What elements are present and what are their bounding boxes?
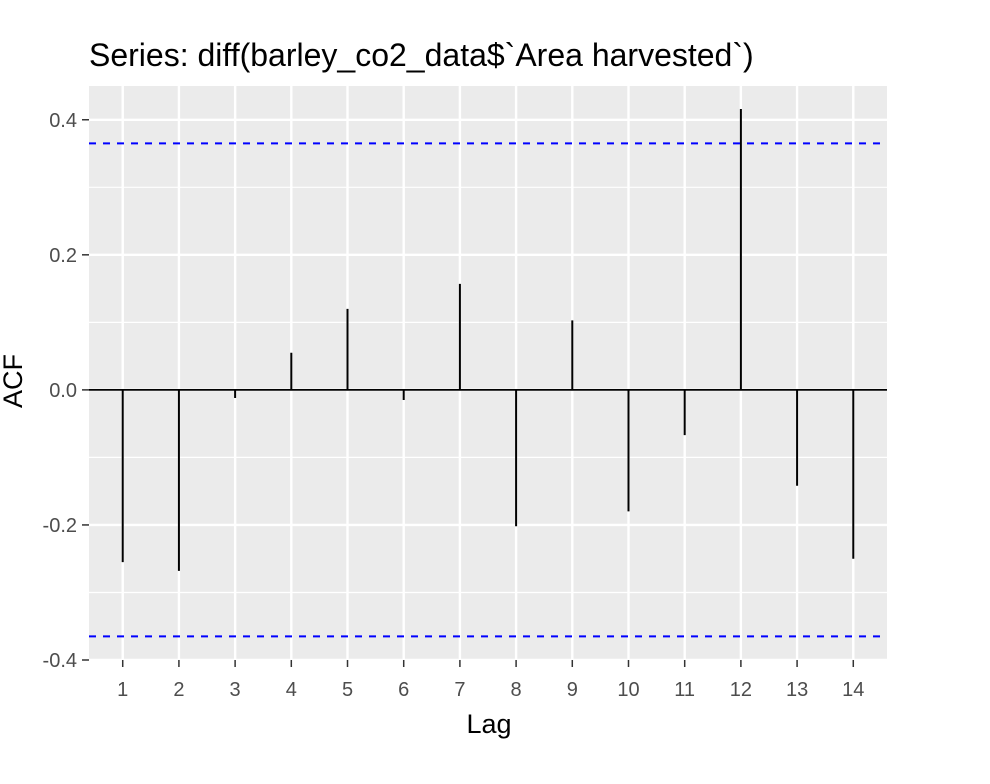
y-tick-label: -0.2 [43, 515, 77, 537]
x-tick-label: 3 [230, 679, 241, 701]
y-axis: -0.4 -0.2 0.0 0.2 0.4 [43, 110, 89, 672]
x-tick-label: 13 [786, 679, 808, 701]
x-tick-label: 9 [567, 679, 578, 701]
x-tick-label: 7 [454, 679, 465, 701]
plot-panel [89, 86, 887, 662]
y-axis-title: ACF [0, 354, 28, 408]
x-tick-label: 8 [511, 679, 522, 701]
y-tick-label: 0.4 [49, 110, 77, 132]
x-tick-label: 12 [730, 679, 752, 701]
chart-title: Series: diff(barley_co2_data$`Area harve… [89, 37, 754, 73]
x-tick-label: 1 [117, 679, 128, 701]
x-tick-label: 6 [398, 679, 409, 701]
x-axis: 1 2 3 4 5 6 7 8 9 10 11 12 13 14 [117, 660, 864, 701]
x-tick-label: 4 [286, 679, 297, 701]
x-tick-label: 2 [173, 679, 184, 701]
x-tick-label: 10 [617, 679, 639, 701]
y-tick-label: 0.0 [49, 380, 77, 402]
y-tick-label: -0.4 [43, 650, 77, 672]
y-tick-label: 0.2 [49, 245, 77, 267]
x-axis-title: Lag [466, 709, 511, 739]
panel-background [89, 86, 887, 660]
x-tick-label: 11 [674, 679, 695, 701]
x-tick-label: 14 [842, 679, 864, 701]
x-tick-label: 5 [342, 679, 353, 701]
